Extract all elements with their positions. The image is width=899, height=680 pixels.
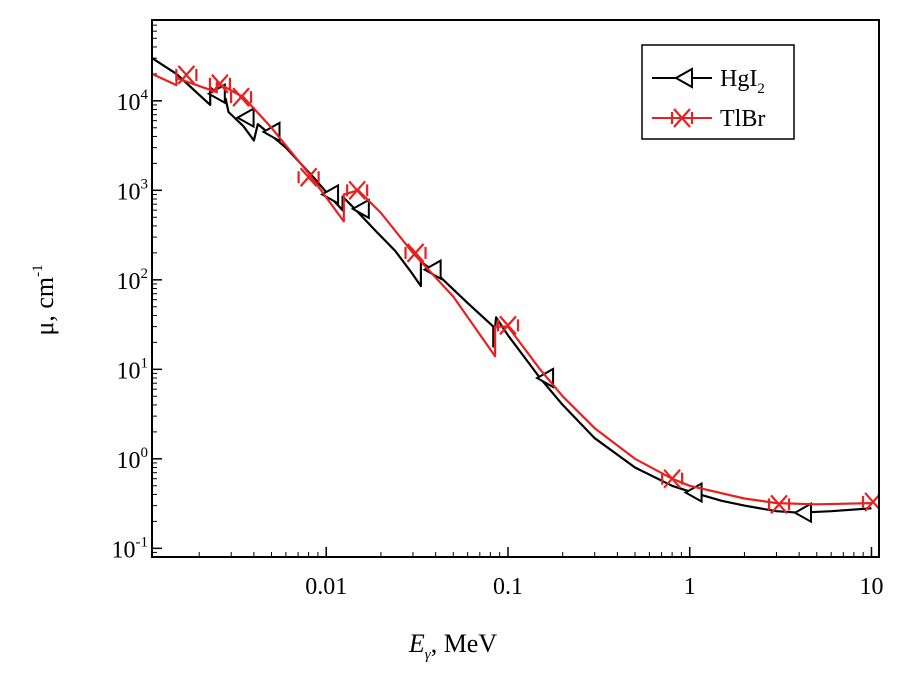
data-point-hgi2 — [235, 106, 255, 129]
data-point-tlbr — [767, 494, 791, 515]
y-tick-label: 104 — [117, 87, 149, 116]
data-point-tlbr — [661, 468, 684, 489]
series-layer — [152, 57, 879, 524]
y-tick-label: 10-1 — [112, 534, 149, 563]
data-point-hgi2 — [350, 198, 370, 220]
data-point-tlbr — [346, 180, 369, 201]
plot-frame — [151, 19, 880, 558]
y-tick-label: 100 — [117, 445, 149, 474]
legend-box — [641, 44, 795, 140]
x-tick-label: 10 — [859, 574, 883, 600]
legend-marker-hgi2 — [673, 67, 693, 89]
data-point-hgi2 — [320, 183, 340, 206]
data-point-tlbr — [404, 243, 427, 263]
data-point-tlbr — [297, 167, 320, 187]
y-tick-label: 103 — [117, 176, 149, 205]
y-axis-label: μ, cm-1 — [30, 264, 59, 335]
data-point-hgi2 — [535, 367, 555, 389]
x-tick-label: 1 — [684, 574, 696, 600]
legend-label-tlbr: TlBr — [720, 106, 765, 132]
legend-marker-tlbr — [670, 108, 694, 128]
x-tick-labels: 0.01 0.1 1 10 — [305, 574, 883, 600]
legend: HgI2 TlBr — [641, 44, 795, 140]
x-tick-label: 0.1 — [493, 574, 523, 600]
y-tick-label: 102 — [117, 266, 149, 295]
series-line-hgi2 — [152, 57, 872, 514]
y-tick-labels: 10-1 100 101 102 103 104 — [112, 87, 149, 563]
data-point-tlbr — [861, 492, 879, 512]
data-point-hgi2 — [261, 121, 281, 143]
data-point-tlbr — [496, 315, 520, 336]
data-point-tlbr — [208, 74, 231, 94]
data-point-hgi2 — [792, 502, 813, 524]
legend-label-hgi2: HgI2 — [720, 66, 765, 97]
x-axis-label: Eγ, MeV — [408, 629, 497, 663]
data-point-tlbr — [229, 87, 253, 107]
data-point-tlbr — [175, 65, 198, 85]
y-tick-label: 101 — [117, 355, 149, 384]
x-tick-label: 0.01 — [305, 574, 347, 600]
series-line-tlbr — [152, 72, 872, 506]
